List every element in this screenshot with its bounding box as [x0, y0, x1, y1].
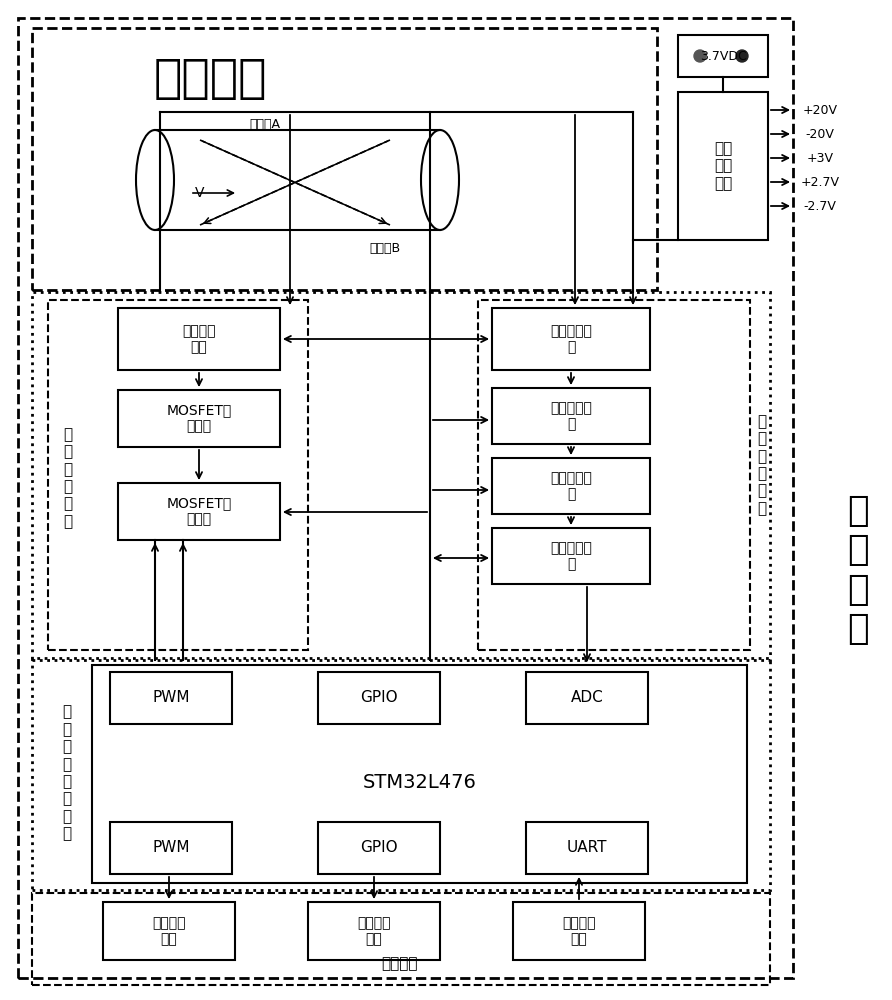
Bar [526, 822, 648, 874]
Text: 串口通讯
电路: 串口通讯 电路 [562, 916, 596, 946]
Circle shape [694, 50, 706, 62]
Bar [110, 672, 232, 724]
Ellipse shape [136, 130, 174, 230]
Text: 3.7VDC: 3.7VDC [699, 49, 747, 62]
Bar [492, 308, 650, 370]
Text: -20V: -20V [805, 127, 834, 140]
Bar [118, 308, 280, 370]
Text: STM32L476: STM32L476 [362, 772, 476, 792]
Bar [678, 92, 768, 240]
Text: GPIO: GPIO [360, 690, 398, 706]
Circle shape [736, 50, 748, 62]
Text: PWM: PWM [153, 840, 190, 856]
Bar [308, 902, 440, 960]
Bar [18, 18, 793, 978]
Bar [492, 528, 650, 584]
Text: ADC: ADC [571, 690, 603, 706]
Text: 回波选通电
路: 回波选通电 路 [550, 324, 592, 354]
Text: 激
励
电
路
模
块: 激 励 电 路 模 块 [63, 427, 72, 529]
Bar [118, 390, 280, 447]
Text: 一次仪表: 一次仪表 [153, 57, 267, 103]
Ellipse shape [421, 130, 459, 230]
Text: 回
波
调
理
模
块: 回 波 调 理 模 块 [757, 414, 766, 516]
Bar [32, 28, 657, 290]
Bar [48, 300, 308, 650]
Text: MOSFET升
压电路: MOSFET升 压电路 [167, 403, 232, 434]
Text: GPIO: GPIO [360, 840, 398, 856]
Bar [118, 483, 280, 540]
Text: 换能器A: 换能器A [250, 118, 280, 131]
Text: 带通滤波电
路: 带通滤波电 路 [550, 471, 592, 501]
Text: -2.7V: -2.7V [804, 200, 837, 213]
Bar [318, 822, 440, 874]
Bar [103, 902, 235, 960]
Text: +2.7V: +2.7V [800, 176, 839, 188]
Bar [678, 35, 768, 77]
Bar [513, 902, 645, 960]
Text: 电源
管理
模块: 电源 管理 模块 [714, 141, 732, 191]
Text: 二级放大电
路: 二级放大电 路 [550, 541, 592, 571]
Bar [32, 292, 770, 660]
Text: 通讯模块: 通讯模块 [382, 956, 418, 972]
Text: 换能器B: 换能器B [369, 241, 401, 254]
Bar [318, 672, 440, 724]
Text: 数
字
信
号
处
理
模
块: 数 字 信 号 处 理 模 块 [62, 705, 71, 841]
Bar [492, 458, 650, 514]
Text: 激励选通
电路: 激励选通 电路 [182, 324, 216, 354]
Bar [492, 388, 650, 444]
Bar [478, 300, 750, 650]
Text: +20V: +20V [803, 104, 838, 116]
Bar [32, 893, 770, 985]
Bar [32, 658, 770, 890]
Text: 脉冲上传
电路: 脉冲上传 电路 [153, 916, 186, 946]
Text: V: V [195, 186, 205, 200]
Text: 一级放大电
路: 一级放大电 路 [550, 401, 592, 431]
Text: 二
次
仪
表: 二 次 仪 表 [847, 494, 869, 646]
Text: PWM: PWM [153, 690, 190, 706]
Text: 液晶显示
电路: 液晶显示 电路 [358, 916, 391, 946]
Text: +3V: +3V [806, 151, 833, 164]
Text: UART: UART [566, 840, 607, 856]
Bar [92, 665, 747, 883]
Text: MOSFET驱
动电路: MOSFET驱 动电路 [167, 496, 232, 527]
Bar [110, 822, 232, 874]
Bar [526, 672, 648, 724]
